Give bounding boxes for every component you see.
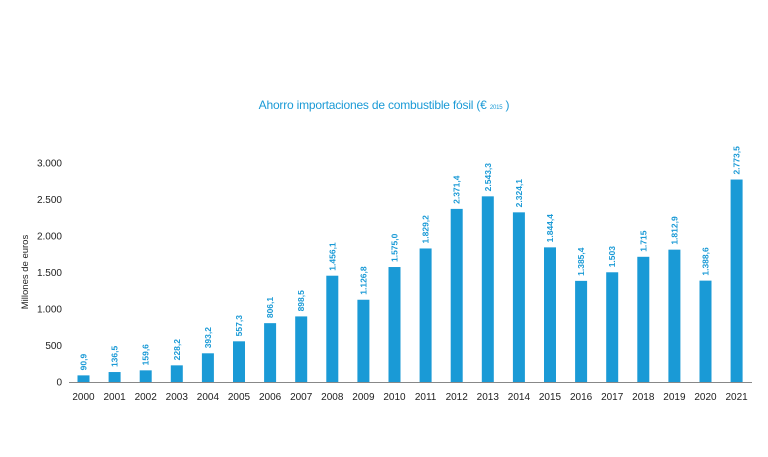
data-label-2009: 1.126,8 — [358, 266, 368, 295]
data-label-2001: 136,5 — [110, 345, 120, 367]
bar-2005 — [233, 341, 245, 382]
x-tick-label-2020: 2020 — [694, 392, 717, 403]
bar-2017 — [606, 272, 619, 382]
bar-2018 — [637, 256, 650, 382]
x-tick-label-2009: 2009 — [352, 392, 375, 403]
data-label-2016: 1.385,4 — [576, 247, 586, 276]
data-label-2003: 228,2 — [172, 339, 182, 361]
x-tick-label-2011: 2011 — [415, 392, 437, 403]
data-label-2014: 2.324,1 — [514, 179, 524, 208]
data-label-2008: 1.456,1 — [327, 242, 337, 271]
bar-2016 — [575, 280, 588, 382]
bar-2004 — [201, 353, 214, 382]
x-tick-label-2016: 2016 — [570, 392, 593, 403]
x-tick-label-2002: 2002 — [135, 392, 158, 403]
y-tick-label: 2.500 — [37, 195, 62, 206]
chart-title-unit-sub: 2015 — [489, 105, 503, 111]
bar-2010 — [388, 267, 401, 382]
y-tick-label: 0 — [56, 378, 62, 389]
x-tick-label-2013: 2013 — [477, 392, 500, 403]
y-axis-title: Millones de euros — [20, 235, 31, 310]
x-tick-label-2001: 2001 — [103, 392, 126, 403]
bar-2002 — [139, 370, 152, 382]
data-label-2010: 1.575,0 — [390, 233, 400, 262]
bar-2000 — [77, 375, 90, 382]
bar-2020 — [699, 280, 712, 382]
chart-title-unit-close: ) — [505, 98, 510, 112]
x-tick-label-2017: 2017 — [601, 392, 624, 403]
chart-title: Ahorro importaciones de combustible fósi… — [0, 98, 768, 112]
data-label-2015: 1.844,4 — [545, 214, 555, 243]
x-tick-label-2012: 2012 — [446, 392, 469, 403]
chart-title-unit-open: (€ — [476, 98, 487, 112]
data-label-2002: 159,6 — [141, 344, 151, 366]
data-label-2006: 806,1 — [265, 297, 275, 319]
y-tick-label: 1.000 — [37, 305, 62, 316]
x-tick-label-2021: 2021 — [725, 392, 748, 403]
bar-2009 — [357, 299, 370, 382]
x-tick-label-2019: 2019 — [663, 392, 686, 403]
x-tick-label-2003: 2003 — [166, 392, 189, 403]
x-axis: 2000 2001 2002 2003 2004 2005 2006 2007 2008 2009… — [72, 392, 748, 403]
y-tick-label: 2.000 — [37, 232, 62, 243]
bar-2013 — [481, 196, 494, 382]
data-label-2011: 1.829,2 — [421, 215, 431, 244]
data-label-2005: 557,3 — [234, 315, 244, 337]
y-tick-label: 1.500 — [37, 268, 62, 279]
data-label-2021: 2.773,5 — [732, 146, 742, 175]
x-tick-label-2004: 2004 — [197, 392, 220, 403]
data-label-2004: 393,2 — [203, 327, 213, 349]
bar-2006 — [264, 323, 277, 382]
x-tick-label-2005: 2005 — [228, 392, 251, 403]
x-tick-label-2008: 2008 — [321, 392, 344, 403]
data-label-2013: 2.543,3 — [483, 163, 493, 192]
bar-2015 — [544, 247, 556, 382]
bar-2012 — [450, 208, 463, 382]
x-tick-label-2000: 2000 — [72, 392, 95, 403]
data-label-2018: 1.715 — [638, 230, 648, 252]
x-tick-label-2014: 2014 — [508, 392, 531, 403]
bar-2008 — [326, 275, 339, 382]
data-label-2007: 898,5 — [296, 290, 306, 312]
bar-2007 — [295, 316, 308, 382]
x-tick-label-2007: 2007 — [290, 392, 313, 403]
x-tick-label-2018: 2018 — [632, 392, 655, 403]
y-axis: Millones de euros 0 500 1.000 1.500 2.000 2.5… — [20, 159, 62, 389]
bar-2014 — [512, 212, 525, 382]
data-label-2020: 1.388,6 — [701, 247, 711, 276]
data-label-2019: 1.812,9 — [669, 216, 679, 245]
data-label-2012: 2.371,4 — [452, 175, 462, 204]
chart-title-text: Ahorro importaciones de combustible fósi… — [258, 98, 474, 112]
data-label-2017: 1.503 — [607, 246, 617, 268]
y-tick-label: 500 — [45, 341, 62, 352]
x-tick-label-2006: 2006 — [259, 392, 282, 403]
bar-2019 — [668, 249, 681, 382]
x-tick-label-2010: 2010 — [383, 392, 406, 403]
bar-2001 — [108, 372, 121, 382]
y-tick-label: 3.000 — [37, 159, 62, 170]
data-label-2000: 90,9 — [79, 354, 89, 371]
x-tick-label-2015: 2015 — [539, 392, 562, 403]
bar-2021 — [730, 179, 743, 382]
bar-2003 — [170, 365, 183, 382]
bar-2011 — [419, 248, 432, 382]
bars: 90,9 136,5 159,6 228,2 393,2 557,3 806,1 898,5 1… — [77, 146, 743, 382]
